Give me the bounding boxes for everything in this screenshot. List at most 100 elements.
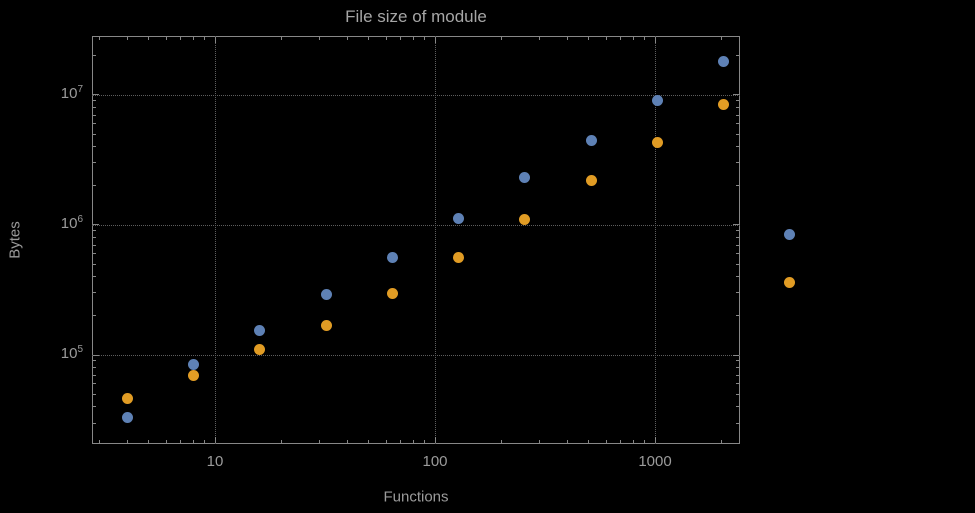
x-minor-tick bbox=[280, 37, 282, 40]
data-point-series-orange bbox=[453, 252, 465, 264]
x-minor-tick bbox=[500, 37, 502, 40]
y-minor-tick bbox=[736, 244, 739, 246]
x-major-tick bbox=[214, 37, 216, 43]
x-minor-tick bbox=[193, 37, 195, 40]
y-minor-tick bbox=[93, 237, 96, 239]
y-tick-label: 105 bbox=[60, 344, 83, 363]
y-minor-tick bbox=[93, 422, 96, 424]
y-minor-tick bbox=[736, 162, 739, 164]
x-major-tick bbox=[434, 437, 436, 443]
y-minor-tick bbox=[736, 253, 739, 255]
y-minor-tick bbox=[93, 114, 96, 116]
x-minor-tick bbox=[180, 37, 182, 40]
x-axis-label: Functions bbox=[383, 488, 449, 506]
data-point-series-blue bbox=[386, 252, 398, 264]
x-minor-tick bbox=[204, 440, 206, 443]
x-minor-tick bbox=[400, 440, 402, 443]
x-minor-tick bbox=[539, 440, 541, 443]
x-minor-tick bbox=[385, 440, 387, 443]
x-minor-tick bbox=[424, 37, 426, 40]
data-point-series-orange bbox=[651, 137, 663, 149]
y-minor-tick bbox=[93, 107, 96, 109]
x-gridline bbox=[435, 36, 436, 444]
x-minor-tick bbox=[720, 37, 722, 40]
y-major-tick bbox=[733, 354, 739, 356]
x-major-tick bbox=[214, 437, 216, 443]
y-minor-tick bbox=[93, 123, 96, 125]
x-minor-tick bbox=[566, 440, 568, 443]
data-point-series-blue bbox=[453, 212, 465, 224]
y-minor-tick bbox=[93, 146, 96, 148]
x-minor-tick bbox=[644, 37, 646, 40]
data-point-series-blue bbox=[784, 229, 796, 241]
x-minor-tick bbox=[605, 440, 607, 443]
y-minor-tick bbox=[93, 406, 96, 408]
y-tick-label: 106 bbox=[60, 213, 83, 232]
x-minor-tick bbox=[620, 440, 622, 443]
y-minor-tick bbox=[736, 146, 739, 148]
x-minor-tick bbox=[588, 440, 590, 443]
y-minor-tick bbox=[93, 292, 96, 294]
y-tick-label: 107 bbox=[60, 83, 83, 102]
y-gridline bbox=[92, 224, 740, 226]
x-minor-tick bbox=[413, 440, 415, 443]
y-minor-tick bbox=[93, 276, 96, 278]
x-minor-tick bbox=[148, 440, 150, 443]
x-minor-tick bbox=[368, 440, 370, 443]
y-minor-tick bbox=[93, 162, 96, 164]
x-minor-tick bbox=[126, 440, 128, 443]
x-minor-tick bbox=[204, 37, 206, 40]
x-minor-tick bbox=[424, 440, 426, 443]
x-major-tick bbox=[654, 437, 656, 443]
y-minor-tick bbox=[93, 360, 96, 362]
x-minor-tick bbox=[319, 440, 321, 443]
data-point-series-blue bbox=[585, 134, 597, 146]
data-point-series-blue bbox=[254, 324, 266, 336]
y-major-tick bbox=[93, 94, 99, 96]
y-minor-tick bbox=[93, 263, 96, 265]
y-minor-tick bbox=[736, 263, 739, 265]
y-minor-tick bbox=[736, 367, 739, 369]
y-minor-tick bbox=[736, 315, 739, 317]
x-minor-tick bbox=[633, 37, 635, 40]
y-major-tick bbox=[733, 224, 739, 226]
x-minor-tick bbox=[148, 37, 150, 40]
y-minor-tick bbox=[93, 55, 96, 57]
x-minor-tick bbox=[644, 440, 646, 443]
data-point-series-orange bbox=[718, 98, 729, 110]
x-minor-tick bbox=[193, 440, 195, 443]
x-minor-tick bbox=[280, 440, 282, 443]
y-major-tick bbox=[93, 224, 99, 226]
y-minor-tick bbox=[736, 383, 739, 385]
x-minor-tick bbox=[99, 440, 101, 443]
x-minor-tick bbox=[99, 37, 101, 40]
data-point-series-orange bbox=[386, 288, 398, 300]
x-minor-tick bbox=[165, 440, 167, 443]
x-major-tick bbox=[654, 37, 656, 43]
x-minor-tick bbox=[539, 37, 541, 40]
y-major-tick bbox=[93, 354, 99, 356]
data-point-series-orange bbox=[188, 369, 200, 381]
x-tick-label: 10 bbox=[206, 453, 224, 470]
data-point-series-orange bbox=[320, 319, 332, 331]
y-minor-tick bbox=[93, 185, 96, 187]
x-minor-tick bbox=[633, 440, 635, 443]
data-point-series-blue bbox=[651, 95, 663, 107]
x-minor-tick bbox=[319, 37, 321, 40]
y-minor-tick bbox=[736, 374, 739, 376]
y-minor-tick bbox=[736, 133, 739, 135]
x-minor-tick bbox=[385, 37, 387, 40]
y-minor-tick bbox=[93, 253, 96, 255]
y-minor-tick bbox=[93, 315, 96, 317]
y-minor-tick bbox=[93, 383, 96, 385]
y-minor-tick bbox=[736, 393, 739, 395]
x-minor-tick bbox=[346, 37, 348, 40]
y-minor-tick bbox=[736, 276, 739, 278]
data-point-series-orange bbox=[519, 214, 531, 226]
y-minor-tick bbox=[93, 133, 96, 135]
data-point-series-orange bbox=[585, 174, 597, 186]
y-minor-tick bbox=[736, 107, 739, 109]
y-minor-tick bbox=[736, 406, 739, 408]
x-major-tick bbox=[434, 37, 436, 43]
